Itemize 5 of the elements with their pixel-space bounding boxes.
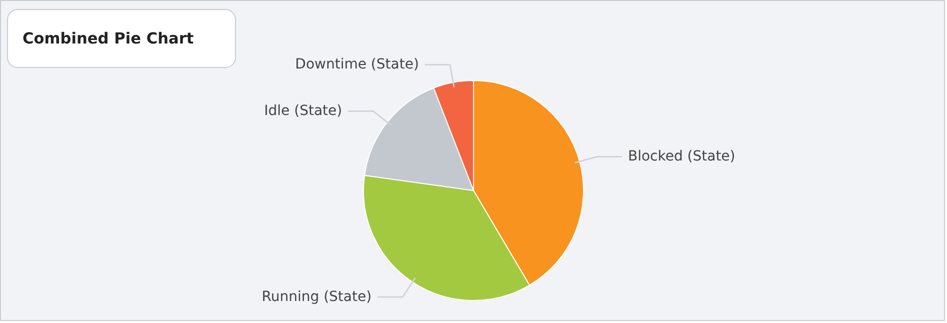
text: Combined Pie Chart: [22, 30, 194, 48]
slice-label: Blocked (State): [628, 148, 736, 165]
slice-label: Downtime (State): [295, 56, 419, 73]
slice-label: Running (State): [262, 289, 372, 306]
slice-label: Idle (State): [264, 103, 342, 120]
